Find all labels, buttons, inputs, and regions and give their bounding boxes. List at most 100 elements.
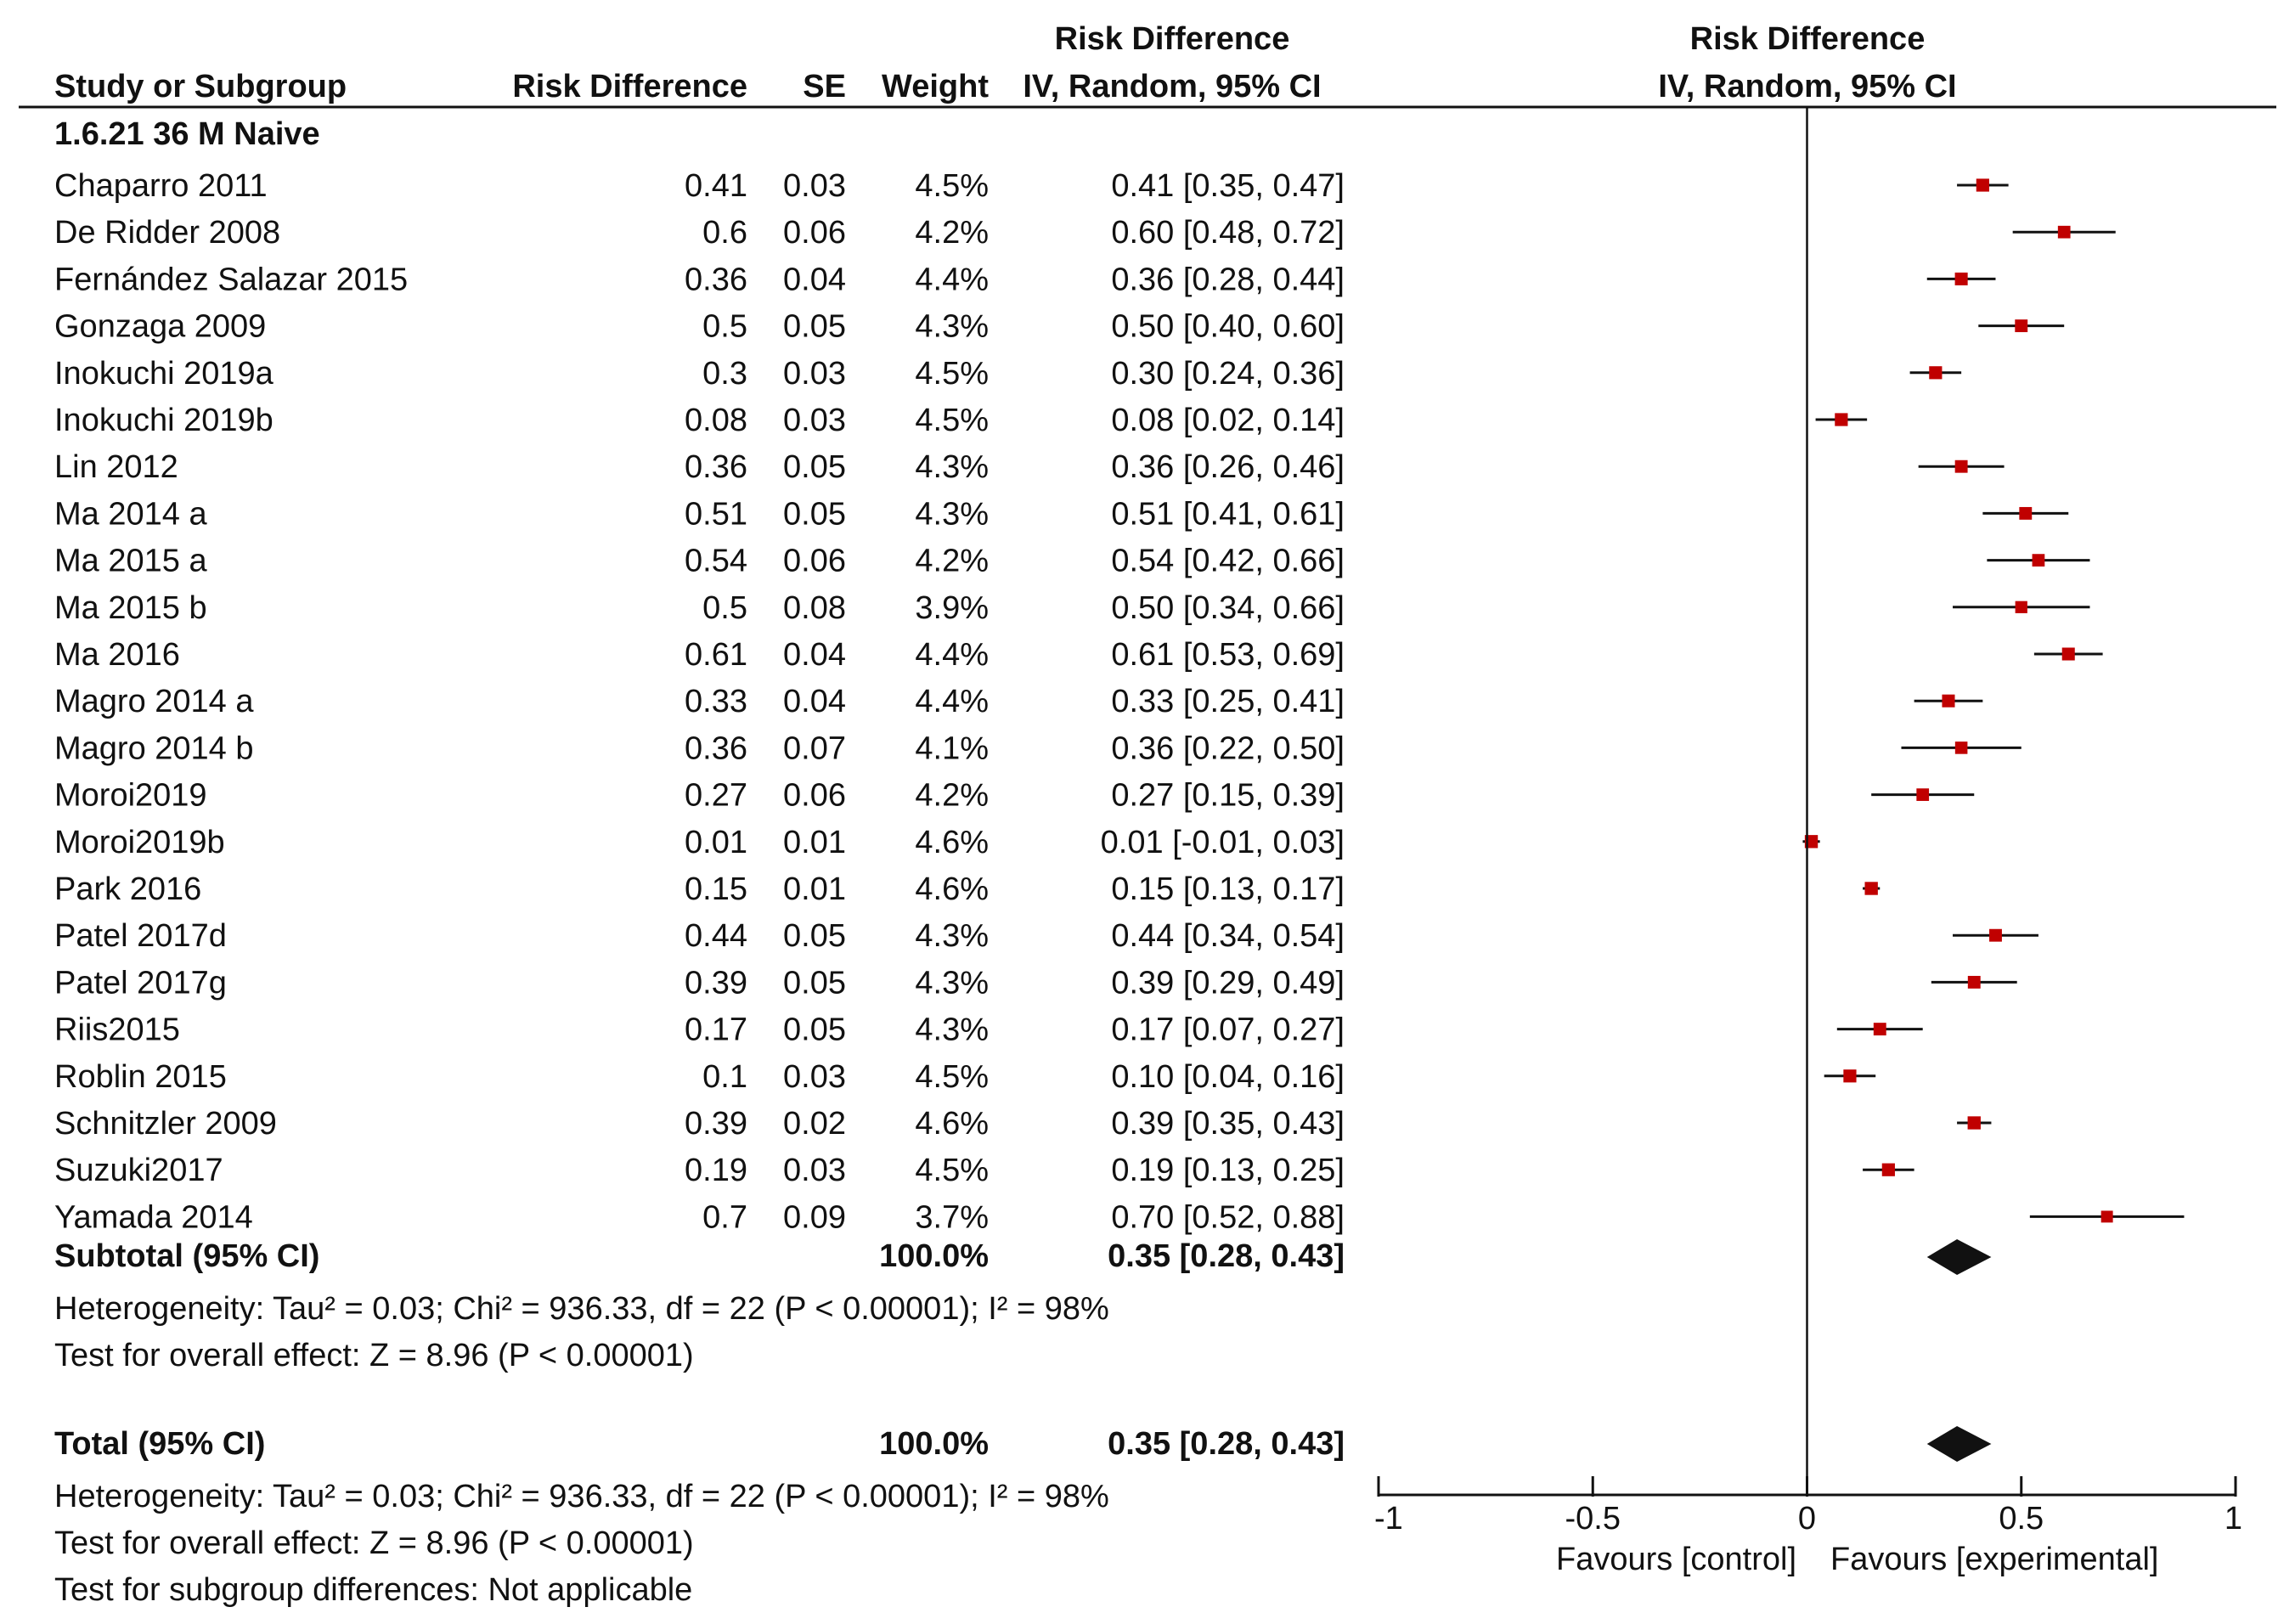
study-se: 0.01 [783, 871, 846, 907]
study-ci: 0.70 [0.52, 0.88] [1111, 1199, 1345, 1235]
total-ci: 0.35 [0.28, 0.43] [1108, 1426, 1345, 1462]
study-se: 0.06 [783, 778, 846, 814]
subtotal-overall-effect: Test for overall effect: Z = 8.96 (P < 0… [54, 1338, 694, 1373]
study-ci: 0.30 [0.24, 0.36] [1111, 356, 1345, 392]
study-name: Magro 2014 b [54, 730, 254, 766]
study-rd: 0.36 [685, 730, 747, 766]
point-estimate [1954, 272, 1968, 285]
study-se: 0.03 [783, 356, 846, 392]
study-ci: 0.54 [0.42, 0.66] [1111, 544, 1345, 579]
study-weight: 4.6% [915, 1106, 989, 1142]
study-se: 0.08 [783, 590, 846, 626]
study-se: 0.05 [783, 918, 846, 954]
point-estimate [2019, 506, 2033, 520]
study-ci: 0.36 [0.22, 0.50] [1111, 730, 1345, 766]
point-estimate [1929, 366, 1943, 380]
study-weight: 4.2% [915, 778, 989, 814]
study-rd: 0.01 [685, 825, 747, 860]
study-ci: 0.17 [0.07, 0.27] [1111, 1012, 1345, 1048]
study-rd: 0.5 [702, 309, 747, 345]
study-rd: 0.44 [685, 918, 747, 954]
study-weight: 4.2% [915, 215, 989, 251]
study-se: 0.04 [783, 637, 846, 673]
header-plot-line1: Risk Difference [1690, 21, 1926, 57]
subtotal-ci: 0.35 [0.28, 0.43] [1108, 1238, 1345, 1274]
study-ci: 0.36 [0.26, 0.46] [1111, 449, 1345, 485]
study-weight: 4.5% [915, 1059, 989, 1095]
study-weight: 4.3% [915, 965, 989, 1001]
study-name: Schnitzler 2009 [54, 1106, 277, 1142]
point-estimate [1967, 1116, 1981, 1130]
study-name: Ma 2014 a [54, 496, 207, 532]
point-estimate [1881, 1163, 1895, 1176]
point-estimate [2015, 319, 2028, 333]
subtotal-diamond [1926, 1239, 1992, 1275]
study-weight: 4.3% [915, 1012, 989, 1048]
subtotal-label: Subtotal (95% CI) [54, 1238, 319, 1274]
total-label: Total (95% CI) [54, 1426, 265, 1462]
study-weight: 4.3% [915, 309, 989, 345]
study-name: Park 2016 [54, 871, 201, 907]
study-name: Moroi2019 [54, 778, 207, 814]
study-rd: 0.54 [685, 544, 747, 579]
study-ci: 0.01 [-0.01, 0.03] [1101, 825, 1345, 860]
study-name: Riis2015 [54, 1012, 180, 1048]
header-weight: Weight [882, 69, 989, 104]
study-rd: 0.15 [685, 871, 747, 907]
study-se: 0.03 [783, 403, 846, 438]
study-se: 0.04 [783, 262, 846, 297]
study-ci: 0.60 [0.48, 0.72] [1111, 215, 1345, 251]
study-name: Yamada 2014 [54, 1199, 253, 1235]
study-name: De Ridder 2008 [54, 215, 280, 251]
study-rd: 0.7 [702, 1199, 747, 1235]
study-weight: 4.6% [915, 871, 989, 907]
study-weight: 4.6% [915, 825, 989, 860]
study-weight: 4.5% [915, 168, 989, 204]
study-ci: 0.41 [0.35, 0.47] [1111, 168, 1345, 204]
study-weight: 3.9% [915, 590, 989, 626]
study-rd: 0.1 [702, 1059, 747, 1095]
study-rd: 0.36 [685, 449, 747, 485]
total-overall-effect: Test for overall effect: Z = 8.96 (P < 0… [54, 1525, 694, 1561]
study-weight: 4.4% [915, 262, 989, 297]
study-ci: 0.36 [0.28, 0.44] [1111, 262, 1345, 297]
favours-control-label: Favours [control] [1556, 1542, 1796, 1577]
study-name: Suzuki2017 [54, 1153, 223, 1188]
study-name: Roblin 2015 [54, 1059, 227, 1095]
study-rd: 0.5 [702, 590, 747, 626]
x-tick-label: -1 [1374, 1501, 1403, 1537]
study-se: 0.06 [783, 215, 846, 251]
total-heterogeneity: Heterogeneity: Tau² = 0.03; Chi² = 936.3… [54, 1479, 1109, 1514]
study-ci: 0.61 [0.53, 0.69] [1111, 637, 1345, 673]
study-weight: 4.3% [915, 496, 989, 532]
favours-experimental-label: Favours [experimental] [1830, 1542, 2159, 1577]
study-name: Chaparro 2011 [54, 168, 268, 204]
study-weight: 4.4% [915, 637, 989, 673]
study-ci: 0.39 [0.29, 0.49] [1111, 965, 1345, 1001]
study-rd: 0.33 [685, 684, 747, 719]
header-ci-line2: IV, Random, 95% CI [1023, 69, 1321, 104]
point-estimate [1954, 460, 1968, 473]
study-name: Patel 2017d [54, 918, 227, 954]
header-study: Study or Subgroup [54, 69, 347, 104]
study-name: Lin 2012 [54, 449, 178, 485]
study-rd: 0.3 [702, 356, 747, 392]
study-name: Magro 2014 a [54, 684, 254, 719]
study-se: 0.09 [783, 1199, 846, 1235]
study-ci: 0.51 [0.41, 0.61] [1111, 496, 1345, 532]
study-weight: 4.5% [915, 403, 989, 438]
study-se: 0.05 [783, 965, 846, 1001]
study-name: Gonzaga 2009 [54, 309, 266, 345]
study-name: Inokuchi 2019b [54, 403, 273, 438]
x-tick-label: -0.5 [1565, 1501, 1621, 1537]
point-estimate [1954, 742, 1968, 754]
point-estimate [1916, 788, 1930, 801]
study-ci: 0.44 [0.34, 0.54] [1111, 918, 1345, 954]
study-name: Ma 2015 b [54, 590, 207, 626]
study-se: 0.05 [783, 449, 846, 485]
study-ci: 0.08 [0.02, 0.14] [1111, 403, 1345, 438]
study-rd: 0.41 [685, 168, 747, 204]
study-rd: 0.6 [702, 215, 747, 251]
study-ci: 0.27 [0.15, 0.39] [1111, 778, 1345, 814]
